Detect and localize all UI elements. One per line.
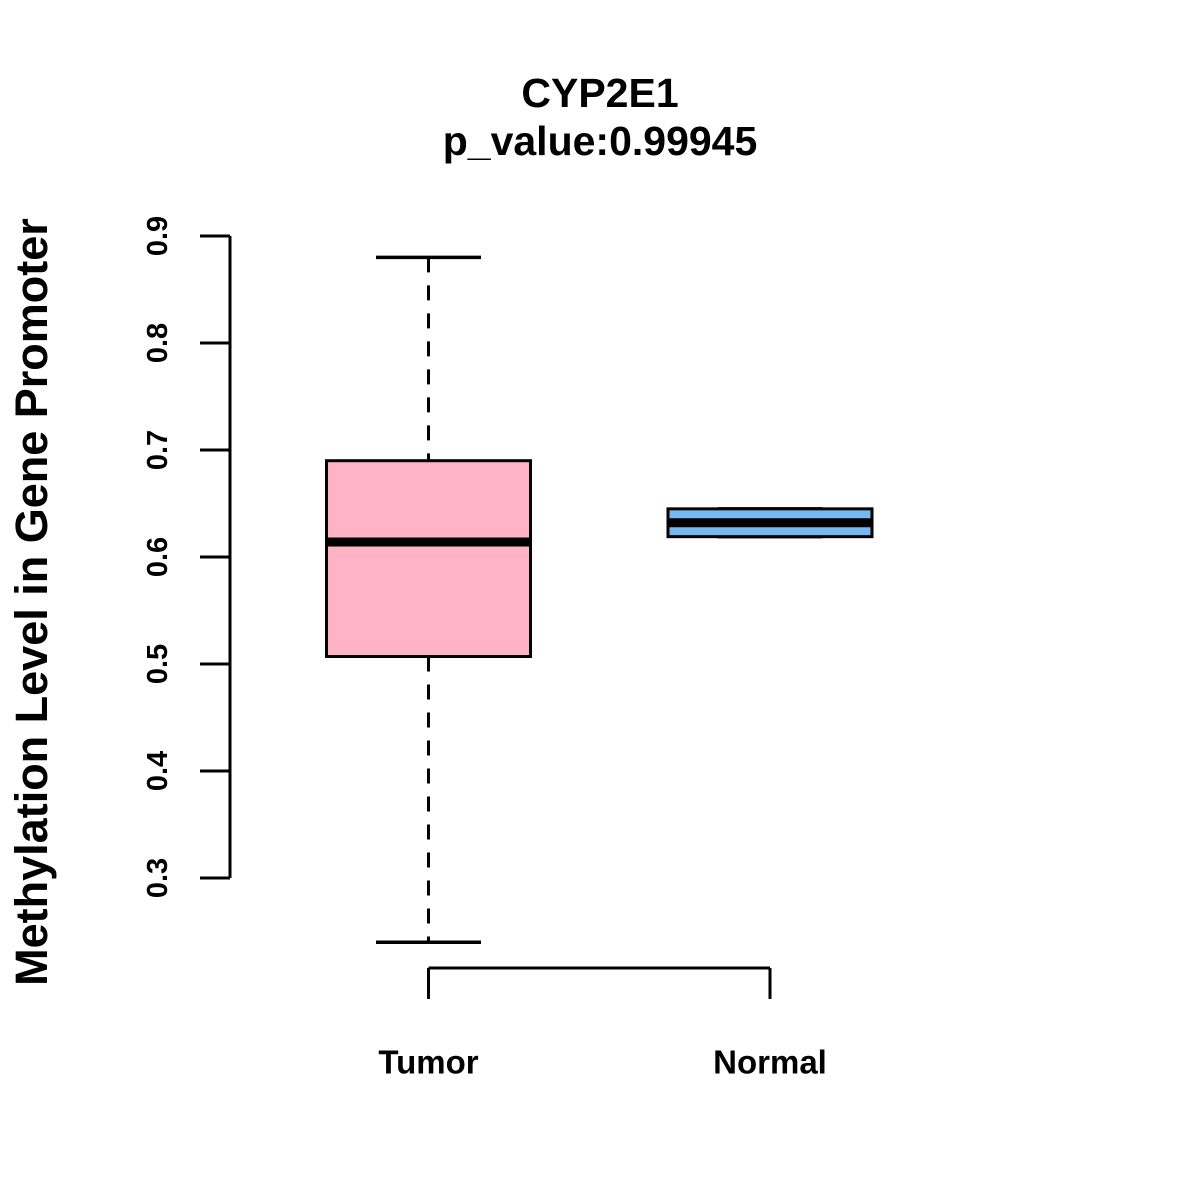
chart-subtitle: p_value:0.99945 [442,118,758,164]
chart-title: CYP2E1 [521,70,679,116]
y-axis-tick-label: 0.3 [142,858,174,898]
y-axis-tick-label: 0.7 [142,430,174,470]
x-axis-category-label-tumor: Tumor [378,1044,478,1081]
box-tumor [325,459,532,659]
y-axis-tick-label: 0.6 [142,537,174,577]
y-axis-tick-label: 0.8 [142,323,174,363]
y-axis-tick-label: 0.4 [142,751,174,791]
y-axis-tick-label: 0.5 [142,644,174,684]
x-axis-category-label-normal: Normal [713,1044,827,1081]
y-axis-tick-label: 0.9 [142,216,174,256]
